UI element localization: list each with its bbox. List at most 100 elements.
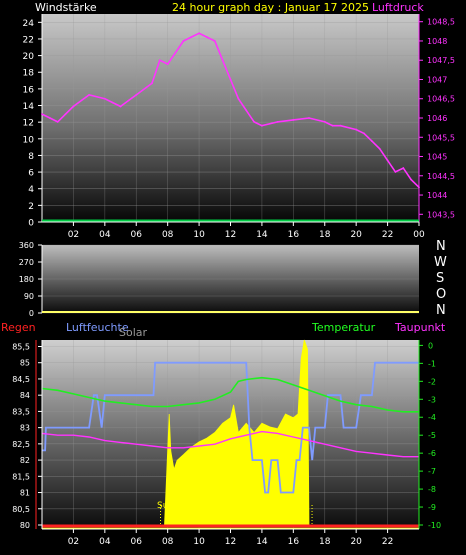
y-right-tick-label: 1048: [427, 37, 447, 46]
y-tick-label: 2: [28, 202, 34, 212]
x-tick-label: 10: [193, 537, 205, 547]
pressure-point: [276, 120, 279, 123]
x-tick-label: 10: [193, 230, 205, 240]
pressure-point: [386, 159, 389, 162]
x-tick-label: 06: [131, 537, 143, 547]
pressure-point: [323, 120, 326, 123]
x-tick-label: 20: [350, 230, 362, 240]
pressure-point: [56, 120, 59, 123]
x-tick-label: 18: [319, 537, 331, 547]
y-tick-label: 82,5: [12, 440, 30, 449]
x-tick-label: 16: [288, 230, 300, 240]
x-tick-label: 06: [131, 230, 143, 240]
pressure-point: [308, 117, 310, 119]
y-right-tick-label: 1045: [427, 153, 447, 162]
legend-temperatur: Temperatur: [312, 321, 376, 334]
humidity-line: [42, 361, 419, 494]
y-right-tick-label: -6: [428, 449, 436, 458]
y-tick-label: 24: [23, 19, 35, 29]
sun-rise-label: Sun R: [157, 501, 184, 511]
pressure-point: [64, 113, 67, 116]
y-tick-label: 85,5: [12, 342, 30, 351]
pressure-point: [103, 97, 106, 100]
pressure-point: [88, 93, 91, 96]
y-tick-label: 6: [28, 169, 34, 179]
y-right-tick-label: 1046,5: [427, 95, 455, 104]
humidity-temperature-chart: 85,5 85 84,5 84 83,5 83 82,5 82 81,5 81 80,5 80 0 -1…: [12, 339, 441, 547]
y-right-tick-label: -8: [428, 485, 436, 494]
y-right-tick-label: 1046: [427, 114, 447, 123]
pressure-point: [292, 119, 295, 121]
y-tick-label: 84: [20, 391, 30, 400]
pressure-point: [135, 93, 138, 96]
y-right-tick-label: -1: [428, 359, 436, 368]
y-tick-label: 0: [29, 309, 34, 318]
x-tick-label: 08: [162, 537, 174, 547]
pressure-point: [229, 78, 232, 81]
pressure-point: [72, 105, 75, 108]
pressure-point: [253, 120, 255, 123]
x-tick-label: 04: [99, 537, 111, 547]
x-tick-label: 08: [162, 230, 174, 240]
y-tick-label: 82: [20, 456, 30, 465]
y-right-tick-label: 1047: [427, 75, 447, 84]
y-axis-left-2: 360 270 180 90 0: [19, 241, 43, 318]
pressure-point: [198, 32, 200, 35]
pressure-point: [237, 97, 240, 100]
pressure-point: [378, 147, 381, 150]
y-tick-label: 14: [23, 102, 35, 112]
y-tick-label: 12: [23, 119, 34, 129]
gridlines-1: [42, 14, 420, 223]
pressure-point: [245, 109, 248, 112]
y-tick-label: 270: [19, 258, 34, 267]
pressure-point: [261, 124, 263, 127]
wind-label: Windstärke: [35, 1, 97, 14]
pressure-point: [402, 167, 405, 169]
y-right-tick-label: 0: [428, 341, 433, 350]
y-tick-label: 81: [20, 489, 30, 498]
y-tick-label: 80: [20, 521, 30, 530]
pressure-point: [331, 124, 334, 127]
y-tick-label: 10: [23, 135, 35, 145]
y-tick-label: 84,5: [12, 375, 30, 384]
pressure-point: [370, 140, 373, 143]
x-tick-label: 18: [319, 230, 331, 240]
y-right-tick-label: -10: [428, 521, 441, 530]
y-tick-label: 8: [28, 152, 34, 162]
x-tick-label: 12: [225, 230, 236, 240]
pressure-point: [339, 124, 342, 127]
y-right-tick-label: -5: [428, 431, 436, 440]
x-tick-label: 02: [68, 537, 79, 547]
x-tick-label: 20: [350, 537, 362, 547]
y-right-tick-label: -4: [428, 413, 436, 422]
y-tick-label: 20: [23, 52, 35, 62]
y-right-tick-label: 1043,5: [427, 210, 455, 219]
y-axis-right-1: 1048,5 1048 1047,5 1047 1046,5 1046 1045,5 1045…: [418, 14, 455, 222]
legend-regen: Regen: [1, 321, 36, 334]
x-tick-label: 12: [225, 537, 236, 547]
dir-label-n1: N: [436, 239, 446, 254]
solar-area: [164, 339, 310, 526]
series-1: [41, 32, 420, 222]
y-right-tick-label: -7: [428, 467, 436, 476]
wind-direction-chart: 360 270 180 90 0: [19, 241, 419, 318]
dir-label-s: S: [436, 271, 445, 286]
pressure-point: [206, 36, 208, 39]
y-tick-label: 85: [20, 359, 30, 368]
y-right-tick-label: 1045,5: [427, 133, 455, 142]
x-tick-label: 02: [68, 230, 79, 240]
legend-solar: Solar: [119, 326, 148, 339]
pressure-point: [213, 40, 216, 42]
legend-taupunkt: Taupunkt: [395, 321, 446, 334]
y-axis-right-3: 0 -1 -2 -3 -4 -5 -6 -7 -8 -9 -10: [418, 340, 441, 530]
plot-area-1: [42, 14, 419, 222]
y-right-tick-label: 1044,5: [427, 172, 455, 181]
x-tick-label: 14: [256, 230, 268, 240]
y-right-tick-label: 1048,5: [427, 18, 455, 27]
pressure-point: [221, 59, 224, 62]
y-tick-label: 90: [24, 292, 34, 301]
pressure-point: [151, 82, 153, 85]
y-right-tick-label: 1044: [427, 191, 447, 200]
pressure-point: [166, 63, 169, 65]
